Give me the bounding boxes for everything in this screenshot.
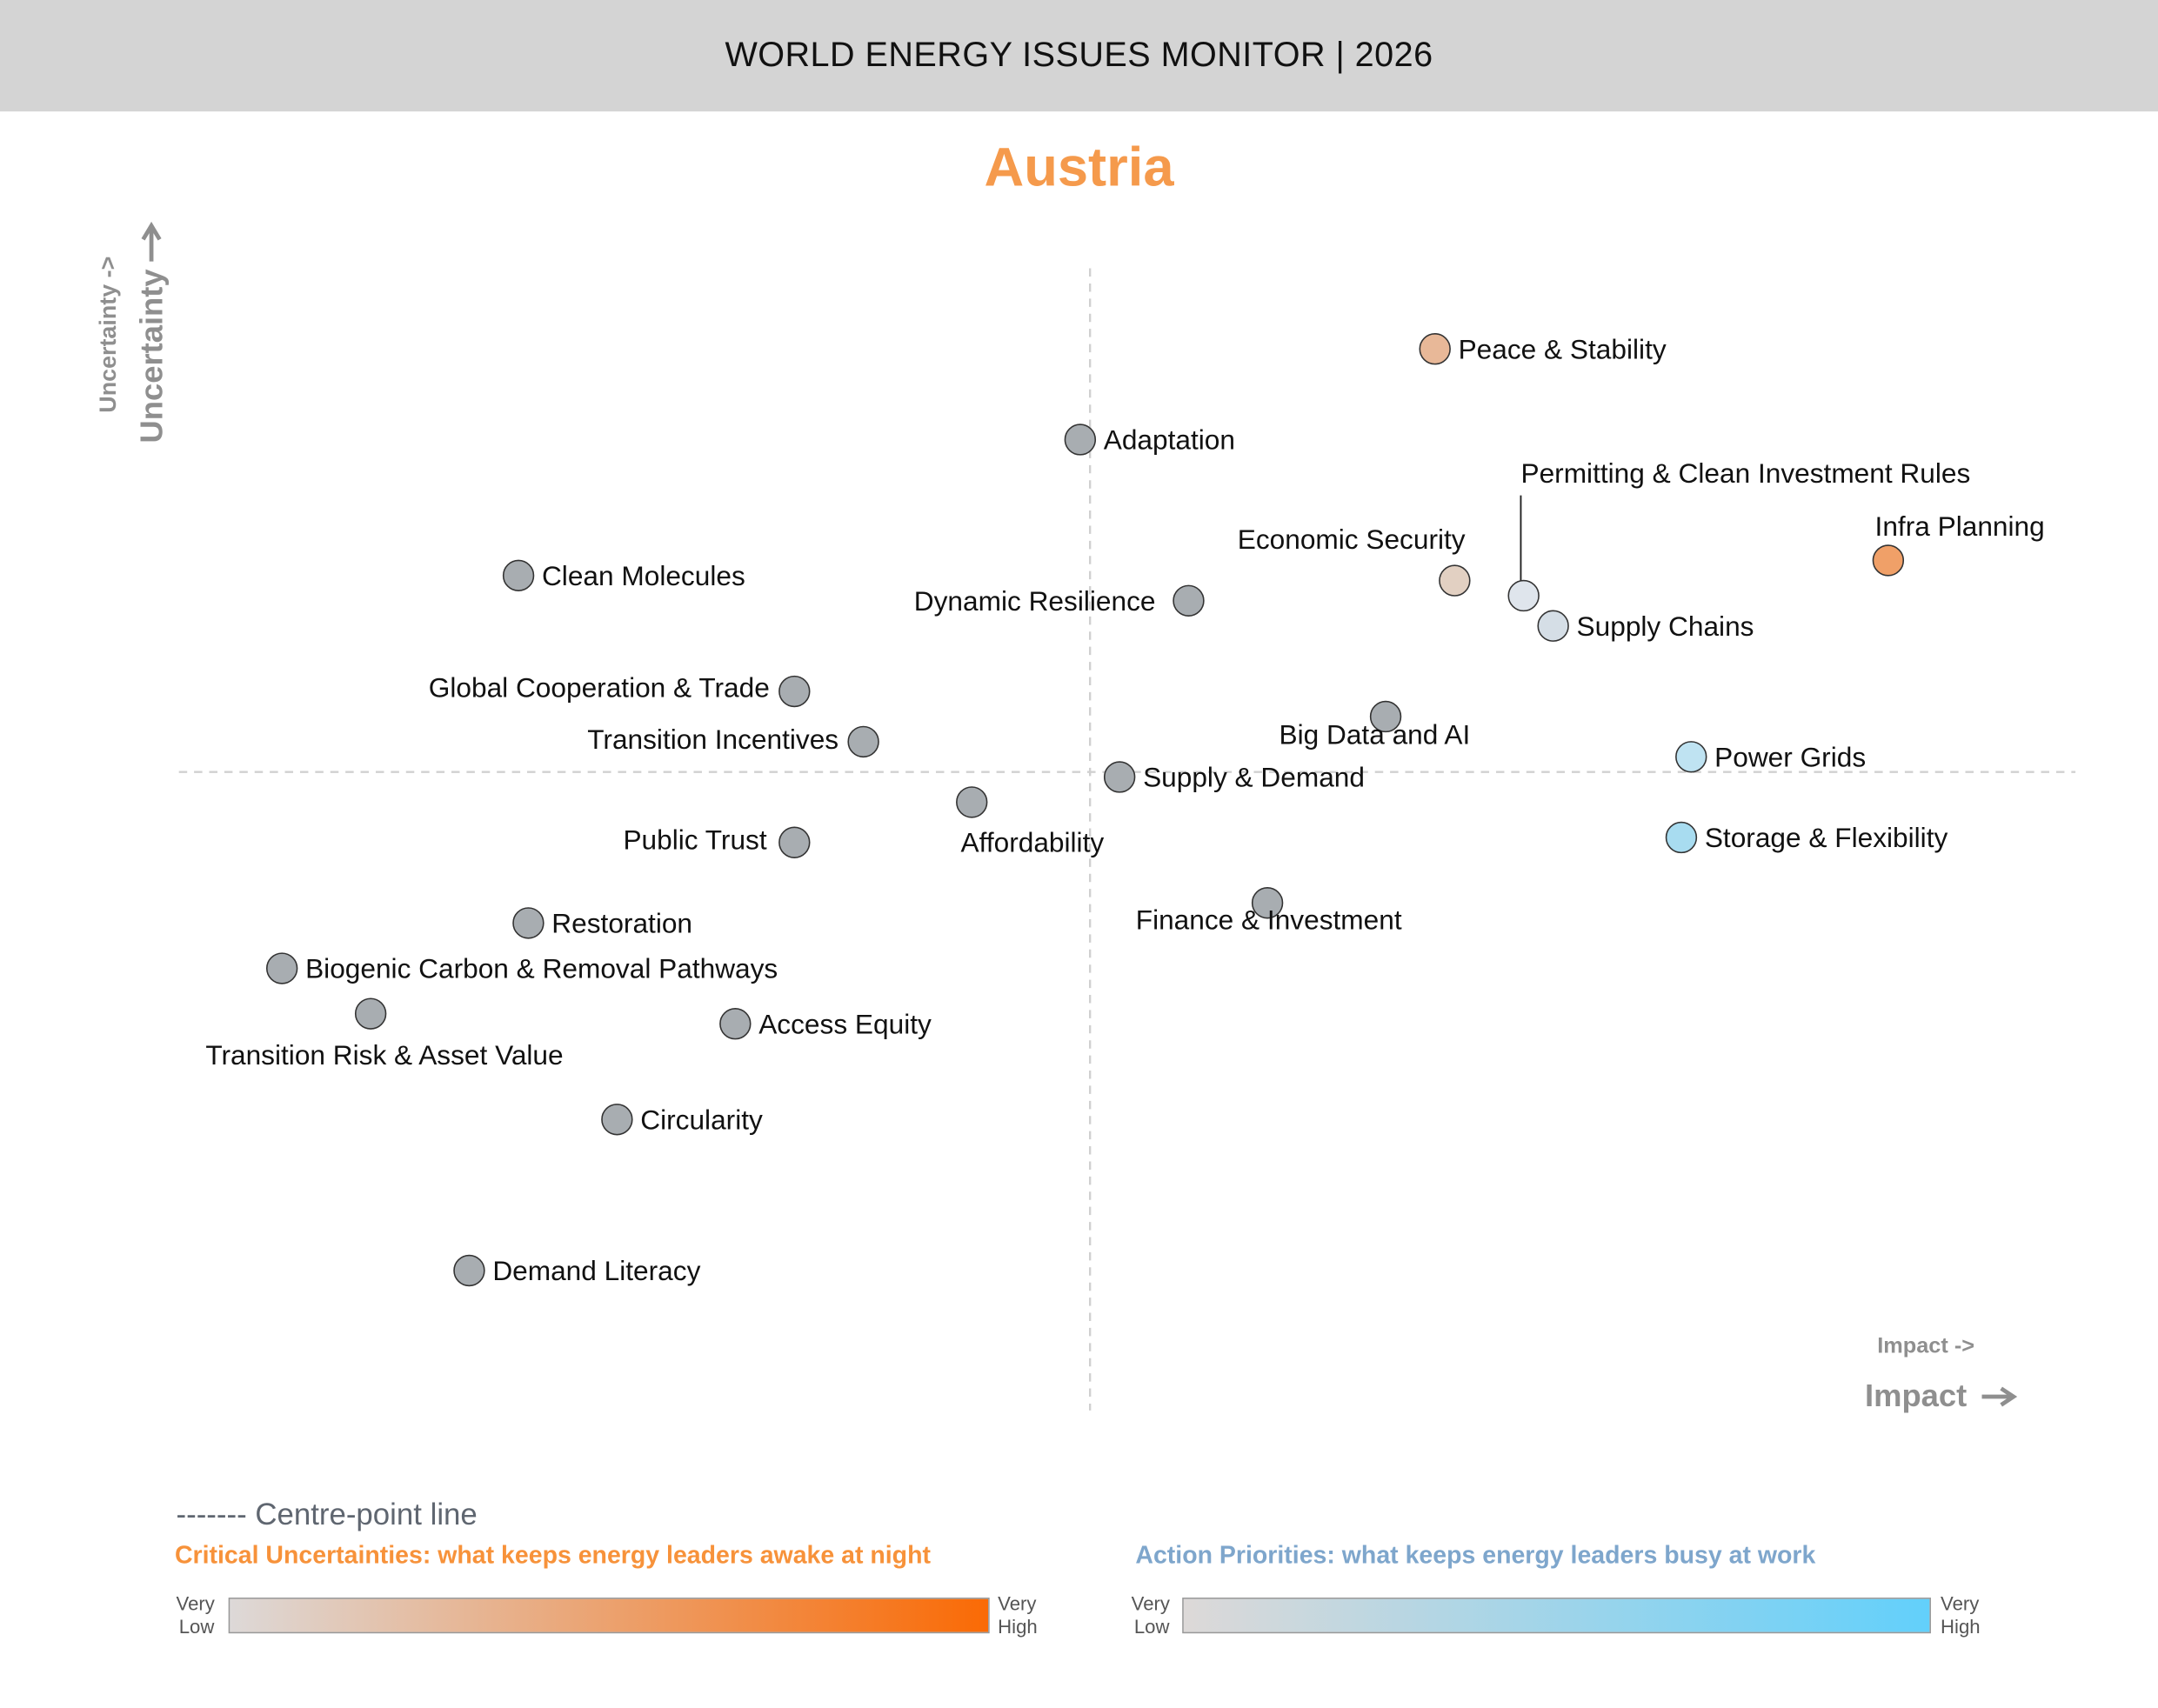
- point-biogenic-carbon-removal-pathways[interactable]: [265, 952, 298, 984]
- point-affordability[interactable]: [956, 786, 988, 818]
- header-bar: WORLD ENERGY ISSUES MONITOR | 2026: [0, 0, 2158, 112]
- label-peace-stability: Peace & Stability: [1459, 333, 1667, 364]
- label-finance-investment: Finance & Investment: [1136, 904, 1402, 935]
- pri-high-b: High: [1941, 1615, 1981, 1638]
- x-axis-label: Impact: [1865, 1378, 1967, 1413]
- unc-low-label: Very Low: [177, 1592, 215, 1639]
- point-access-equity[interactable]: [719, 1008, 752, 1040]
- point-supply-chains[interactable]: [1537, 610, 1569, 642]
- point-permitting-clean-investment-rules[interactable]: [1507, 579, 1540, 612]
- point-dynamic-resilience[interactable]: [1173, 584, 1205, 617]
- label-adaptation: Adaptation: [1104, 424, 1235, 456]
- label-clean-molecules: Clean Molecules: [542, 560, 745, 591]
- label-economic-security: Economic Security: [1238, 524, 1466, 555]
- unc-high-label: Very High: [998, 1592, 1038, 1639]
- y-axis-ghost-label: Uncertainty ->: [95, 257, 121, 413]
- label-big-data-and-ai: Big Data and AI: [1279, 719, 1471, 751]
- pri-high-a: Very: [1941, 1591, 1980, 1615]
- label-infra-planning: Infra Planning: [1875, 510, 2045, 542]
- label-biogenic-carbon-removal-pathways: Biogenic Carbon & Removal Pathways: [305, 953, 778, 984]
- label-transition-risk-asset-value: Transition Risk & Asset Value: [205, 1039, 563, 1071]
- point-transition-risk-asset-value[interactable]: [354, 997, 387, 1030]
- country-title: Austria: [984, 137, 1174, 198]
- uncertainties-gradient-bar: [228, 1598, 990, 1634]
- priorities-legend-title: Action Priorities: what keeps energy lea…: [1135, 1541, 1816, 1569]
- header-title: WORLD ENERGY ISSUES MONITOR | 2026: [725, 36, 1433, 75]
- point-global-cooperation-trade[interactable]: [778, 675, 811, 708]
- point-peace-stability[interactable]: [1419, 333, 1451, 365]
- label-supply-demand: Supply & Demand: [1143, 762, 1365, 793]
- label-supply-chains: Supply Chains: [1577, 610, 1754, 642]
- point-infra-planning[interactable]: [1872, 544, 1905, 577]
- y-axis-arrow-icon: [141, 221, 162, 262]
- point-clean-molecules[interactable]: [502, 559, 535, 592]
- x-axis-arrow-icon: [1981, 1386, 2018, 1407]
- point-public-trust[interactable]: [778, 826, 811, 858]
- priorities-gradient-bar: [1182, 1598, 1931, 1634]
- label-transition-incentives: Transition Incentives: [587, 724, 838, 755]
- point-circularity[interactable]: [601, 1104, 633, 1136]
- label-circularity: Circularity: [640, 1104, 763, 1135]
- unc-low-a: Very: [176, 1591, 215, 1615]
- point-storage-flexibility[interactable]: [1665, 821, 1698, 854]
- point-economic-security[interactable]: [1439, 564, 1471, 597]
- pri-low-label: Very Low: [1132, 1592, 1170, 1639]
- pri-low-b: Low: [1133, 1615, 1170, 1638]
- label-public-trust: Public Trust: [623, 824, 766, 856]
- label-global-cooperation-trade: Global Cooperation & Trade: [429, 671, 770, 703]
- y-axis-label: Uncertainty: [134, 269, 170, 444]
- point-demand-literacy[interactable]: [453, 1254, 485, 1287]
- scatter-marks: Peace & Stability Adaptation Economic Secu…: [205, 333, 2045, 1287]
- point-finance-investment[interactable]: [1251, 887, 1284, 919]
- point-big-data-and-ai[interactable]: [1369, 700, 1402, 733]
- label-permitting-clean-investment-rules: Permitting & Clean Investment Rules: [1521, 457, 1971, 489]
- point-restoration[interactable]: [512, 907, 545, 939]
- label-power-grids: Power Grids: [1714, 741, 1866, 772]
- point-transition-incentives[interactable]: [847, 725, 879, 758]
- centre-line-legend: ------- Centre-point line: [176, 1497, 478, 1532]
- label-restoration: Restoration: [551, 907, 692, 938]
- x-axis-ghost-label: Impact ->: [1877, 1333, 1974, 1358]
- label-dynamic-resilience: Dynamic Resilience: [914, 585, 1156, 617]
- point-supply-demand[interactable]: [1103, 761, 1136, 793]
- label-affordability: Affordability: [961, 826, 1105, 857]
- label-storage-flexibility: Storage & Flexibility: [1705, 822, 1948, 853]
- unc-high-b: High: [998, 1615, 1038, 1638]
- unc-high-a: Very: [998, 1591, 1037, 1615]
- label-demand-literacy: Demand Literacy: [492, 1255, 700, 1286]
- point-adaptation[interactable]: [1064, 424, 1097, 456]
- uncertainties-legend-title: Critical Uncertainties: what keeps energ…: [174, 1541, 931, 1569]
- point-power-grids[interactable]: [1675, 741, 1707, 773]
- unc-low-b: Low: [178, 1615, 215, 1638]
- pri-low-a: Very: [1131, 1591, 1170, 1615]
- pri-high-label: Very High: [1941, 1592, 1981, 1639]
- label-access-equity: Access Equity: [758, 1008, 932, 1039]
